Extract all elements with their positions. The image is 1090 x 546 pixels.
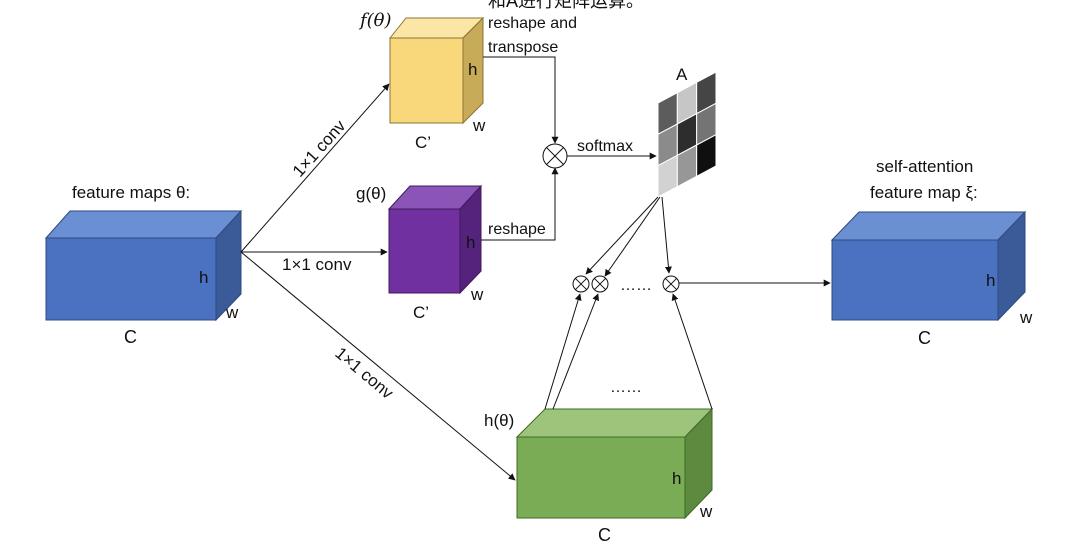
f-theta-label: f(θ) [358,10,392,31]
g-theta-label: g(θ) [356,184,386,203]
f-h-label: h [468,60,477,79]
output-feature-cube [830,210,1027,322]
attention-matrix-grid [657,71,717,198]
arrow-input-to-h [240,251,516,481]
h-cube-front [516,436,686,519]
output-title-line1: self-attention [876,157,973,176]
h-theta-label: h(θ) [484,411,514,430]
f-w-label: w [472,116,486,135]
arrows [240,56,831,481]
h-theta-cube [515,407,714,520]
multiply-symbol-1 [572,275,590,293]
input-w-label: w [225,303,239,322]
f-cube-front [389,37,464,124]
arrow-f-to-mult [483,56,559,144]
f-c-label: C’ [415,133,431,152]
g-theta-cube [387,184,483,295]
input-title: feature maps θ: [72,183,190,202]
multiply-symbol-3 [662,275,680,293]
g-op-label: reshape [488,221,546,238]
arrow-h-to-mult1 [544,293,582,410]
g-w-label: w [470,285,484,304]
f-op-line1: reshape and [488,15,577,32]
input-h-label: h [199,268,208,287]
header-text: 和A进行矩阵运算。 [488,0,644,11]
input-cube-front [45,237,217,321]
h-h-label: h [672,469,681,488]
arrow-matrix-to-mult2 [604,196,661,277]
f-theta-cube [388,16,485,125]
arrow-input-to-f [240,83,390,253]
conv-label-g: 1×1 conv [282,255,352,274]
output-title-line2: feature map ξ: [870,183,978,202]
matrix-cell-r2-c2 [696,133,717,178]
ellipsis-row: …… [620,277,652,294]
g-h-label: h [466,233,475,252]
multiply-symbol-2 [591,275,609,293]
h-w-label: w [699,502,713,521]
output-w-label: w [1019,308,1033,327]
arrow-matrix-to-mult3 [661,196,672,274]
input-feature-cube [44,209,243,322]
ellipsis-mid: …… [610,379,642,396]
output-c-label: C [918,328,931,348]
input-c-label: C [124,327,137,347]
output-h-label: h [986,271,995,290]
input-cube-top [44,210,243,239]
f-op-line2: transpose [488,39,558,56]
conv-label-f: 1×1 conv [289,116,350,181]
h-c-label: C [598,525,611,545]
arrow-h-to-mult3 [671,293,713,410]
output-cube-top [830,211,1027,241]
arrow-h-to-mult2 [552,293,599,410]
attention-matrix-label: A [676,65,688,84]
arrow-g-to-mult [481,167,559,241]
softmax-label: softmax [577,138,633,155]
g-c-label: C’ [413,303,429,322]
arrow-matrix-to-mult1 [585,196,659,275]
h-cube-top [515,408,714,438]
multiply-symbol-main [542,143,568,169]
g-cube-front [388,208,461,294]
output-cube-front [831,239,999,321]
